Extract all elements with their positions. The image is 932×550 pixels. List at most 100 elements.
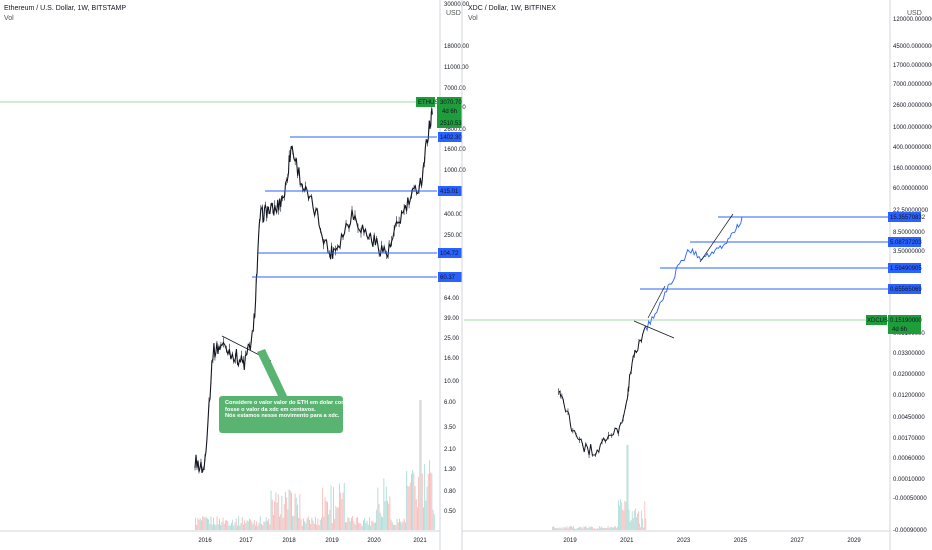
- eth-volume-bar: [304, 521, 306, 530]
- eth-volume-bar: [267, 520, 268, 530]
- eth-volume-bar: [383, 478, 385, 530]
- xdc-volume-bar: [607, 526, 609, 530]
- xdc-volume-bar: [568, 526, 570, 530]
- eth-volume-bar: [215, 525, 217, 530]
- eth-volume-bar: [217, 524, 219, 530]
- eth-volume-bar: [268, 518, 270, 530]
- xdc-volume-bar: [629, 521, 631, 530]
- eth-volume-bar: [228, 525, 230, 530]
- eth-volume-bar: [203, 516, 205, 530]
- eth-volume-bar: [283, 503, 285, 530]
- xdc-chart[interactable]: 120000.00000000 45000.00000000 17000.00000…: [461, 0, 932, 550]
- xdc-y-tick-label: 22.50000000: [893, 208, 929, 214]
- eth-volume-bar: [255, 525, 256, 530]
- eth-volume-bar: [394, 524, 396, 530]
- xdc-volume-bar: [601, 526, 603, 530]
- xdc-level-label: 1.59490905: [890, 266, 922, 272]
- xdc-volume-bar: [559, 527, 561, 530]
- xdc-volume-bar: [625, 502, 627, 530]
- eth-volume-bar: [347, 517, 349, 530]
- eth-volume-bar: [385, 486, 387, 530]
- eth-volume-bar: [253, 519, 255, 530]
- eth-volume-bar: [393, 524, 394, 530]
- eth-volume-bar: [418, 476, 420, 530]
- xdc-projection-series[interactable]: [645, 216, 743, 332]
- xdc-volume-bar: [567, 528, 569, 530]
- eth-volume-bar: [346, 522, 348, 530]
- xdc-volume-bar: [599, 526, 601, 530]
- xdc-arrow-line: [699, 213, 734, 263]
- xdc-y-tick-label: 400.00000000: [893, 145, 932, 151]
- eth-volume-bar: [238, 516, 240, 530]
- eth-volume-bar: [273, 514, 274, 530]
- eth-volume-bar: [295, 497, 297, 530]
- eth-volume-bar: [340, 492, 342, 530]
- eth-y-tick-label: 39.00: [444, 316, 460, 322]
- xdc-y-tick-label: 7000.00000000: [893, 82, 932, 88]
- xdc-volume-bar: [586, 528, 588, 530]
- eth-volume-bar: [413, 472, 415, 530]
- eth-volume-bar: [371, 520, 373, 530]
- eth-volume-bar: [310, 524, 312, 530]
- eth-chart[interactable]: 30000.0018000.0011000.007000.004200.0026…: [0, 0, 470, 550]
- eth-volume-bar: [289, 490, 291, 530]
- eth-volume-bar: [195, 517, 196, 530]
- eth-volume-bar: [288, 489, 290, 530]
- eth-volume-bar: [249, 518, 250, 530]
- eth-volume-bar: [433, 514, 435, 530]
- xdc-volume-bar: [644, 501, 646, 530]
- xdc-volume-bar: [610, 527, 612, 530]
- eth-y-tick-label: 250.00: [444, 233, 463, 239]
- eth-volume-bar: [205, 516, 207, 530]
- eth-volume-bar: [257, 525, 259, 530]
- eth-volume-bar: [298, 517, 300, 530]
- eth-volume-bar: [412, 469, 414, 530]
- eth-volume-bar: [229, 525, 231, 530]
- eth-volume-bar: [406, 471, 408, 530]
- eth-volume-bar: [275, 492, 277, 530]
- eth-vol-label: Vol: [4, 15, 14, 22]
- xdc-volume-bar: [563, 527, 565, 530]
- xdc-y-tick-label: 160.00000000: [893, 166, 932, 172]
- xdc-y-tick-label: 0.00010000: [893, 477, 925, 483]
- xdc-y-tick-label: 0.00450000: [893, 415, 925, 421]
- xdc-price-series[interactable]: [558, 326, 646, 456]
- xdc-volume-bar: [624, 500, 626, 530]
- xdc-y-tick-label: 0.00170000: [893, 436, 925, 442]
- eth-price-tag: [437, 97, 462, 119]
- eth-y-tick-label: 400.00: [444, 212, 463, 218]
- eth-volume-bar: [279, 516, 280, 530]
- annotation-callout[interactable]: Considere o valor valor do ETH em dolar …: [219, 396, 357, 433]
- eth-volume-bar: [225, 520, 226, 530]
- eth-volume-bar: [245, 523, 247, 530]
- eth-volume-bar: [235, 518, 237, 530]
- eth-volume-bar: [303, 518, 304, 530]
- eth-volume-bar: [381, 516, 382, 530]
- eth-volume-bar: [360, 523, 362, 530]
- xdc-level-tag: [888, 212, 921, 222]
- eth-volume-bar: [291, 492, 292, 530]
- eth-volume-bar: [420, 400, 422, 530]
- eth-volume-bar: [355, 517, 357, 530]
- eth-y-tick-label: 0.50: [444, 509, 456, 515]
- eth-volume-bar: [196, 524, 198, 530]
- eth-volume-bar: [361, 525, 363, 530]
- xdc-volume-bar: [574, 528, 575, 530]
- eth-x-tick-label: 2018: [282, 538, 296, 544]
- eth-x-tick-label: 2016: [198, 538, 212, 544]
- eth-y-tick-label: 1000.00: [444, 168, 466, 174]
- eth-volume-bar: [265, 517, 267, 530]
- xdc-vol-label: Vol: [468, 15, 478, 22]
- xdc-y-tick-label: 45000.00000000: [893, 44, 932, 50]
- eth-volume-bar: [339, 483, 340, 530]
- eth-volume-bar: [220, 524, 222, 530]
- eth-volume-bar: [209, 523, 211, 530]
- xdc-volume-bar: [630, 520, 632, 530]
- xdc-volume-bar: [603, 527, 605, 530]
- eth-y-tick-label: 6.00: [444, 400, 456, 406]
- eth-volume-bar: [316, 524, 318, 530]
- eth-y-tick-label: 16.00: [444, 356, 460, 362]
- eth-volume-bar: [408, 486, 410, 530]
- eth-volume-bar: [409, 482, 411, 530]
